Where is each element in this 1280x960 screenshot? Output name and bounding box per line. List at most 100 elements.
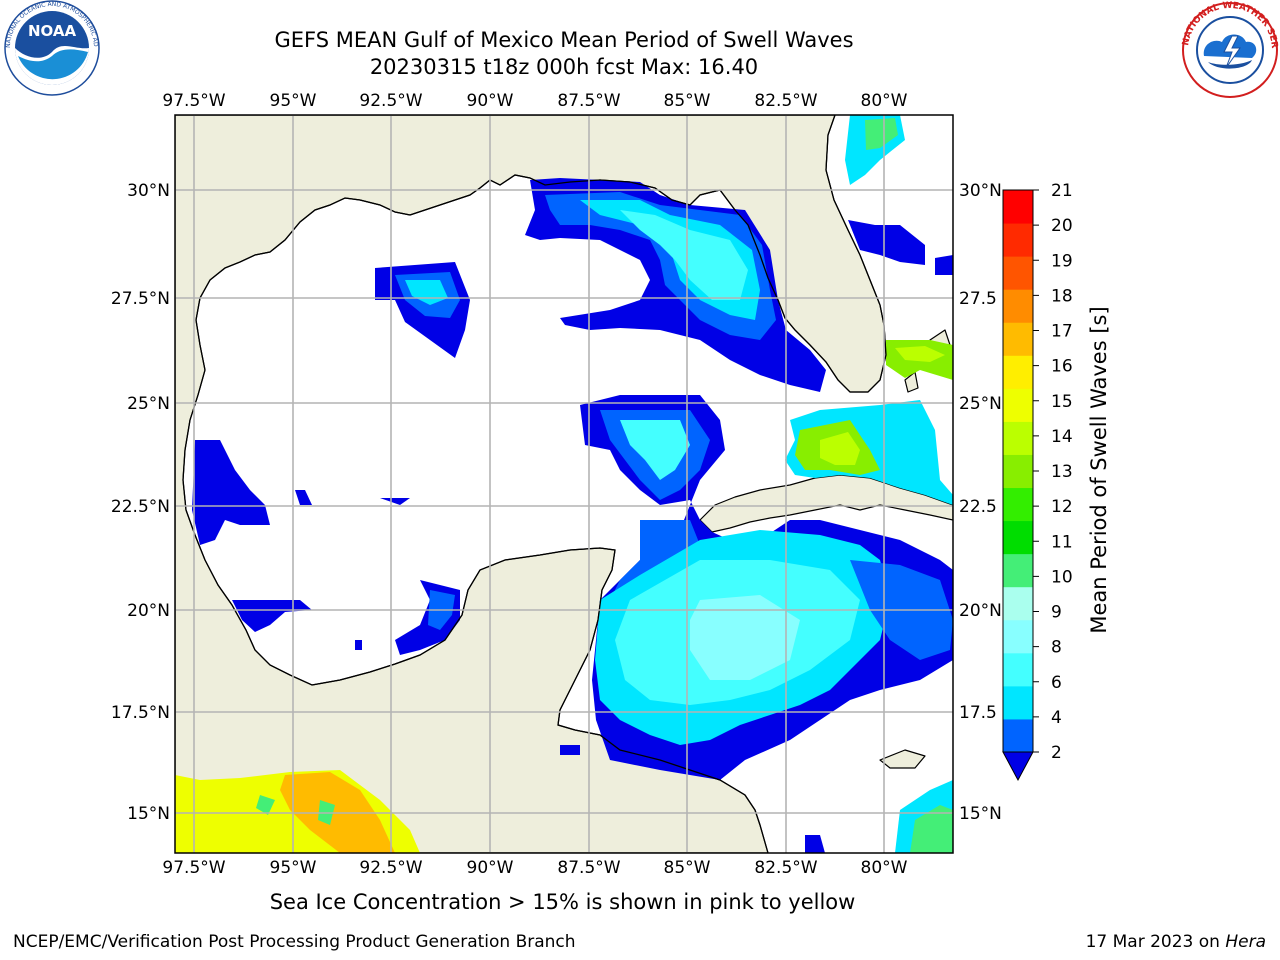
swell-region (560, 745, 580, 755)
colorbar-tick-label: 16 (1051, 357, 1073, 377)
colorbar-band (1003, 421, 1033, 455)
colorbar-tick-label: 20 (1051, 216, 1073, 236)
colorbar-tick-label: 11 (1051, 532, 1073, 552)
lon-label-bottom: 85°W (664, 858, 711, 878)
colorbar-label: Mean Period of Swell Waves [s] (1087, 306, 1111, 633)
map-title: GEFS MEAN Gulf of Mexico Mean Period of … (274, 28, 854, 52)
colorbar-band (1003, 388, 1033, 422)
colorbar-band (1003, 652, 1033, 687)
colorbar-tick-label: 19 (1051, 251, 1073, 271)
lat-label-right: 15°N (959, 804, 1002, 824)
lon-label-top: 80°W (861, 91, 908, 111)
lon-label-bottom: 97.5°W (162, 858, 225, 878)
map-frame (174, 114, 954, 854)
footer-date: 17 Mar 2023 on Hera (1086, 932, 1266, 952)
colorbar-band (1003, 454, 1033, 489)
lat-label-right: 17.5 (959, 703, 997, 723)
nws-logo: NATIONAL WEATHER SERVICE (1178, 0, 1279, 98)
colorbar-band (1003, 553, 1033, 588)
colorbar-tick-label: 9 (1051, 603, 1062, 623)
swell-region (935, 255, 953, 275)
lon-label-top: 90°W (467, 91, 514, 111)
swell-region (295, 490, 312, 505)
colorbar-band (1003, 289, 1033, 323)
footer-host: Hera (1225, 932, 1266, 952)
lat-label-right: 20°N (959, 601, 1002, 621)
noaa-logo: NOAA NATIONAL OCEANIC AND ATMOSPHERIC AD… (0, 0, 100, 96)
colorbar-tick-label: 12 (1051, 497, 1073, 517)
lon-label-top: 82.5°W (754, 91, 817, 111)
lat-label-left: 25°N (127, 394, 170, 414)
lon-label-bottom: 82.5°W (754, 858, 817, 878)
lat-label-right: 30°N (959, 181, 1002, 201)
colorbar-band (1003, 256, 1033, 290)
colorbar-band (1003, 718, 1033, 753)
colorbar-band (1003, 487, 1033, 522)
lon-label-bottom: 80°W (861, 858, 908, 878)
colorbar-tick-label: 2 (1051, 743, 1062, 763)
swell-region (620, 420, 690, 480)
cuba-land (699, 474, 953, 533)
longitude-labels-top: 97.5°W 95°W 92.5°W 90°W 87.5°W 85°W 82.5°W 80°W (162, 91, 907, 111)
colorbar-band (1003, 355, 1033, 389)
latitude-labels-right: 30°N 27.5 25°N 22.5 20°N 17.5 15°N (959, 181, 1002, 824)
sea-ice-note: Sea Ice Concentration > 15% is shown in … (269, 890, 856, 914)
swell-region (910, 805, 953, 853)
colorbar-tick-label: 6 (1051, 673, 1062, 693)
noaa-logo-text: NOAA (28, 22, 77, 40)
swell-region (820, 432, 860, 465)
lon-label-bottom: 87.5°W (557, 858, 620, 878)
colorbar-band (1003, 586, 1033, 621)
swell-region (232, 600, 312, 632)
swell-region (690, 595, 800, 680)
colorbar-tick-label: 8 (1051, 638, 1062, 658)
colorbar: 2 4 6 8 9 10 11 12 13 14 15 16 17 18 19 20 21 (1002, 181, 1073, 782)
caribbean-island (879, 749, 926, 769)
swell-region (620, 210, 748, 300)
colorbar-tick-label: 21 (1051, 181, 1073, 201)
colorbar-tick-label: 4 (1051, 708, 1062, 728)
map-subtitle: 20230315 t18z 000h fcst Max: 16.40 (369, 55, 759, 79)
lon-label-top: 95°W (270, 91, 317, 111)
lat-label-right: 27.5 (959, 289, 997, 309)
latitude-labels-left: 30°N 27.5°N 25°N 22.5°N 20°N 17.5°N 15°N (111, 181, 170, 824)
colorbar-extend-arrow (1002, 751, 1034, 782)
lat-label-left: 30°N (127, 181, 170, 201)
colorbar-band (1003, 223, 1033, 257)
colorbar-band (1003, 619, 1033, 654)
swell-region (380, 498, 410, 505)
colorbar-tick-label: 17 (1051, 322, 1073, 342)
lat-label-right: 22.5 (959, 497, 997, 517)
colorbar-band (1003, 685, 1033, 720)
swell-region (848, 220, 925, 265)
coastline (182, 115, 887, 853)
colorbar-tick-label: 13 (1051, 462, 1073, 482)
swell-region (805, 835, 825, 853)
lat-label-left: 17.5°N (111, 703, 170, 723)
colorbar-tick-label: 15 (1051, 392, 1073, 412)
map-area (175, 115, 953, 853)
lat-label-right: 25°N (959, 394, 1002, 414)
footer-date-text: 17 Mar 2023 on (1085, 932, 1226, 952)
lon-label-top: 97.5°W (162, 91, 225, 111)
lat-label-left: 15°N (127, 804, 170, 824)
swell-region (895, 346, 945, 362)
colorbar-tick-label: 18 (1051, 286, 1073, 306)
lon-label-bottom: 95°W (270, 858, 317, 878)
lat-label-left: 22.5°N (111, 497, 170, 517)
colorbar-tick-label: 10 (1051, 567, 1073, 587)
swell-region (355, 640, 362, 650)
colorbar-band (1003, 520, 1033, 555)
footer-credit: NCEP/EMC/Verification Post Processing Pr… (13, 932, 576, 952)
graticule (175, 115, 953, 853)
lon-label-bottom: 92.5°W (359, 858, 422, 878)
lon-label-bottom: 90°W (467, 858, 514, 878)
swell-region (192, 440, 270, 545)
lon-label-top: 92.5°W (359, 91, 422, 111)
longitude-labels-bottom: 97.5°W 95°W 92.5°W 90°W 87.5°W 85°W 82.5°W 80°W (162, 858, 907, 878)
lon-label-top: 87.5°W (557, 91, 620, 111)
lat-label-left: 20°N (127, 601, 170, 621)
lat-label-left: 27.5°N (111, 289, 170, 309)
colorbar-tick-label: 14 (1051, 427, 1073, 447)
